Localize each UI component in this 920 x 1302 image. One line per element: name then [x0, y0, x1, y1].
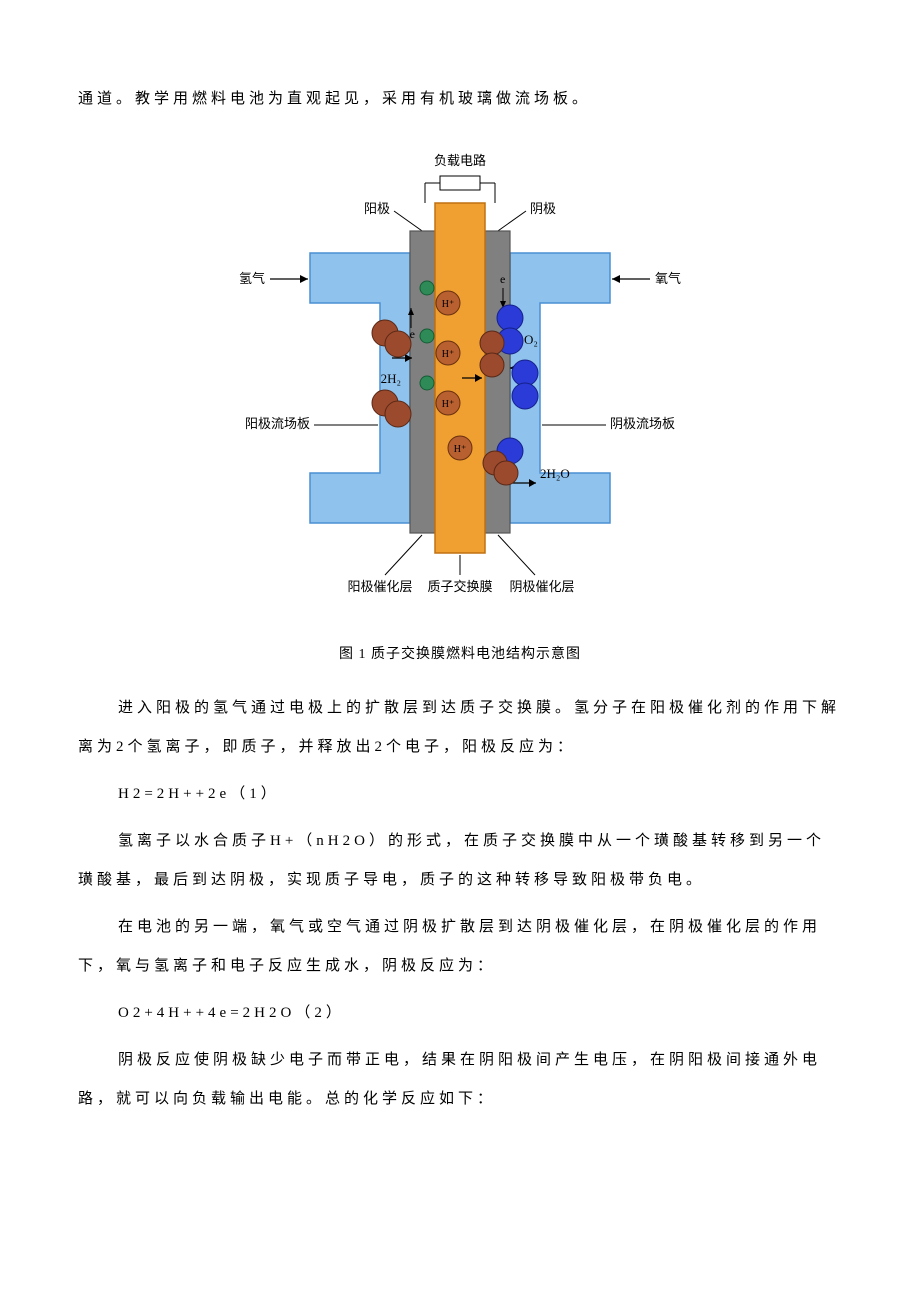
svg-text:H⁺: H⁺	[442, 349, 455, 360]
equation-1: H2=2H++2e（1）	[118, 775, 842, 814]
label-load: 负载电路	[434, 153, 486, 168]
figure-1: 负载电路 阳极 阴极 氢气 氧气 阳极流场板 阴极流场板 2H₂	[78, 143, 842, 663]
h-plus-ion: H⁺	[436, 291, 460, 315]
electron	[420, 281, 434, 295]
label-anode-catalyst: 阳极催化层	[347, 579, 412, 594]
label-pem: 质子交换膜	[427, 579, 492, 594]
svg-text:H⁺: H⁺	[454, 444, 467, 455]
label-2h2o: 2H₂O	[540, 466, 570, 481]
label-cathode-flow: 阴极流场板	[610, 416, 675, 431]
svg-text:H⁺: H⁺	[442, 299, 455, 310]
label-cathode: 阴极	[530, 201, 556, 216]
pemfc-diagram: 负载电路 阳极 阴极 氢气 氧气 阳极流场板 阴极流场板 2H₂	[180, 143, 740, 613]
h-plus-ion: H⁺	[436, 391, 460, 415]
paragraph-3: 氢离子以水合质子H+（nH2O）的形式，在质子交换膜中从一个璜酸基转移到另一个璜…	[78, 822, 842, 900]
intro-paragraph: 通道。教学用燃料电池为直观起见，采用有机玻璃做流场板。	[78, 80, 842, 119]
electron	[420, 376, 434, 390]
paragraph-5: 阴极反应使阴极缺少电子而带正电，结果在阴阳极间产生电压，在阴阳极间接通外电路，就…	[78, 1041, 842, 1119]
h-plus-ion: H⁺	[436, 341, 460, 365]
label-cathode-catalyst: 阴极催化层	[509, 579, 574, 594]
equation-2: O2+4H++4e=2H2O（2）	[118, 994, 842, 1033]
label-anode: 阳极	[364, 201, 390, 216]
label-2h2: 2H₂	[381, 371, 401, 386]
electron	[420, 329, 434, 343]
label-h2-in: 氢气	[239, 271, 265, 286]
label-anode-flow: 阳极流场板	[245, 416, 310, 431]
paragraph-4: 在电池的另一端，氧气或空气通过阴极扩散层到达阴极催化层，在阴极催化层的作用下，氧…	[78, 908, 842, 986]
cathode-catalyst-layer	[485, 231, 510, 533]
label-e-right: e	[500, 272, 505, 286]
svg-text:H⁺: H⁺	[442, 399, 455, 410]
label-o2-right: O₂	[524, 332, 538, 347]
label-o2-in: 氧气	[655, 271, 681, 286]
paragraph-2: 进入阳极的氢气通过电极上的扩散层到达质子交换膜。氢分子在阳极催化剂的作用下解离为…	[78, 689, 842, 767]
load-resistor	[440, 176, 480, 190]
figure-caption: 图 1 质子交换膜燃料电池结构示意图	[339, 643, 581, 663]
h-plus-ion: H⁺	[448, 436, 472, 460]
